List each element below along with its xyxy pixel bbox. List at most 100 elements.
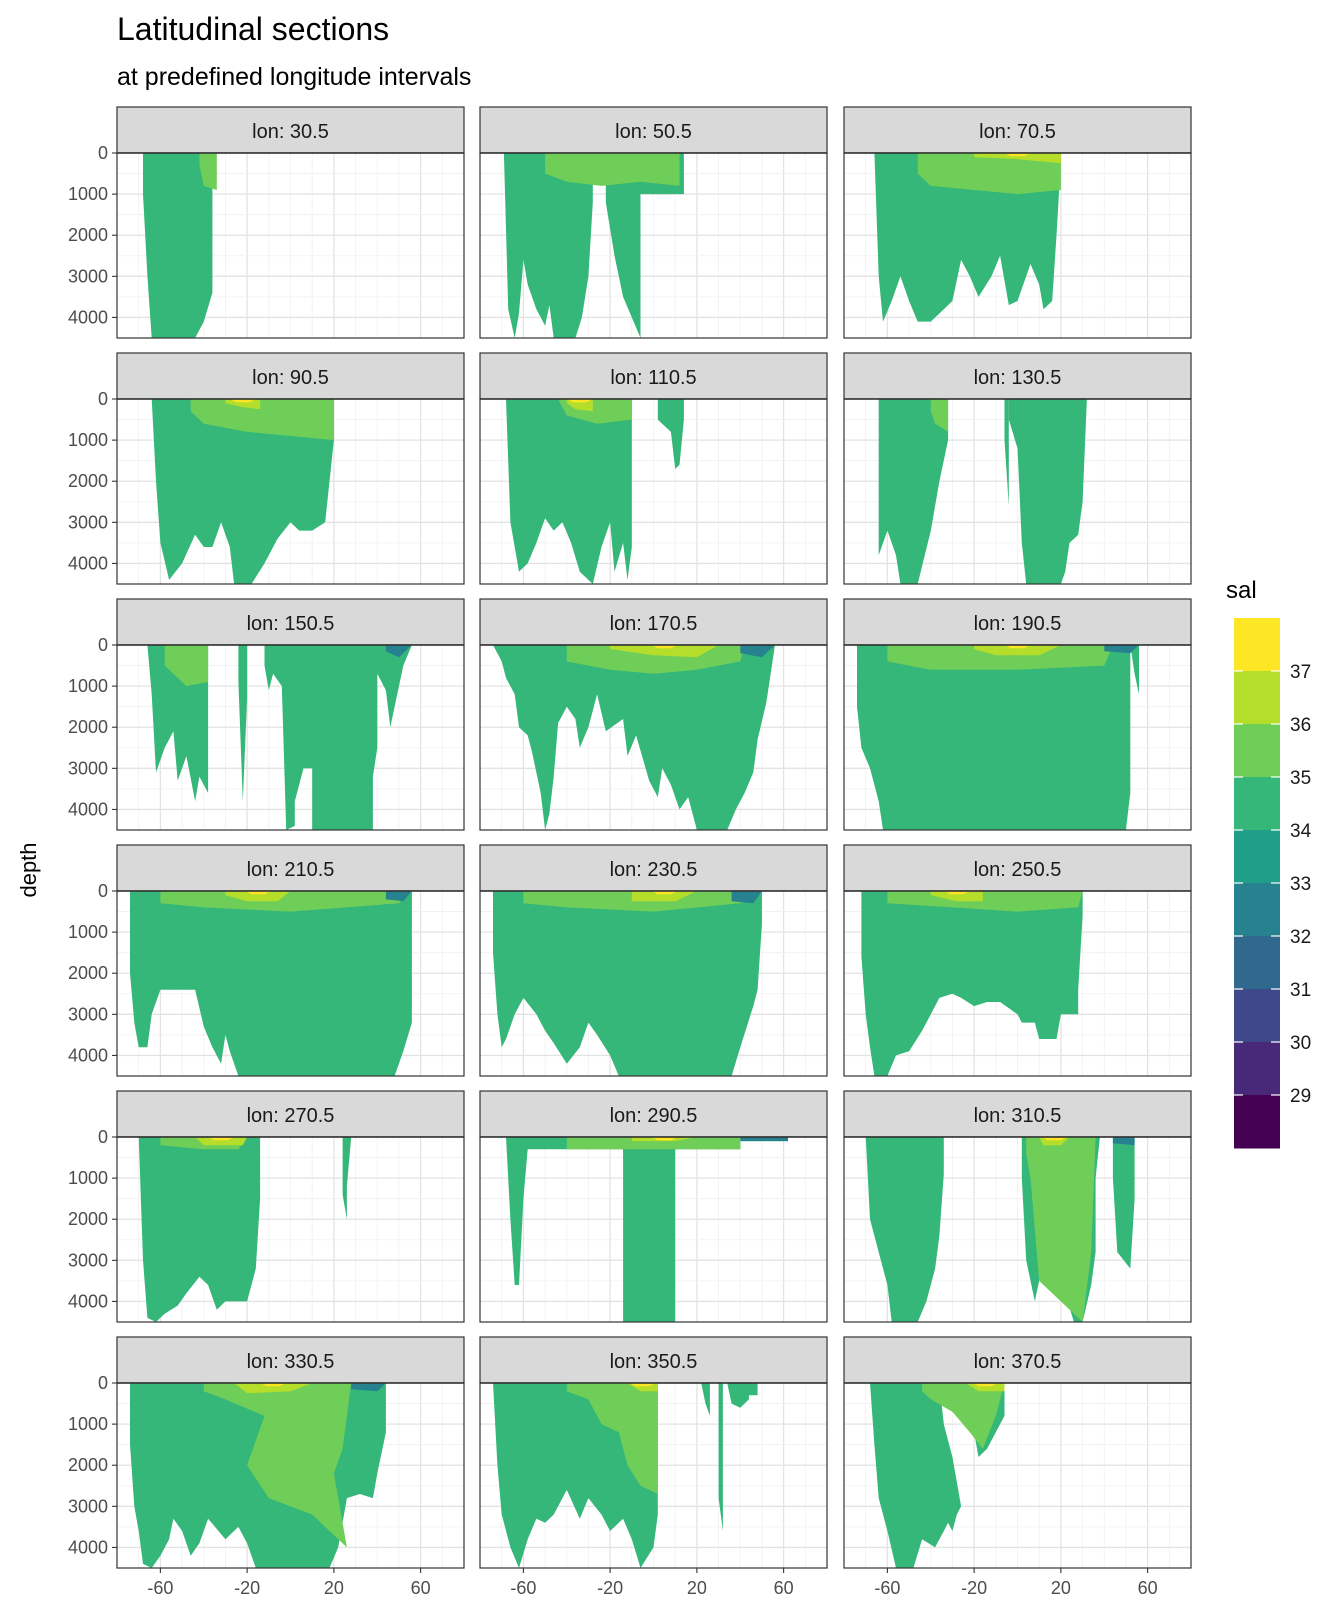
section-fill [857,645,1139,830]
facet-strip [479,1090,828,1138]
y-tick-label: 3000 [68,512,108,532]
facet-panel: lon: 90.5 0 1000 2000 3000 4000 [68,352,465,585]
legend-label: 30 [1290,1033,1311,1054]
panel-border [116,890,465,1077]
salinity-region [605,153,641,338]
facet-strip [116,1090,465,1138]
legend-title: sal [1226,577,1257,604]
legend-color-step [1234,1042,1280,1096]
facet-strip [479,598,828,646]
section-fill [143,153,217,338]
salinity-region [1112,1137,1135,1146]
facet-strip [116,106,465,154]
y-tick-label: 1000 [68,676,108,696]
facet-panel: lon: 70.5 [843,106,1192,339]
legend-color-step [1234,618,1280,672]
salinity-region [225,399,261,410]
facet-panel: lon: 190.5 [843,598,1192,831]
salinity-region [190,399,334,441]
salinity-region [974,645,1061,656]
legend-color-step [1234,989,1280,1043]
salinity-region [878,399,949,584]
facet-strip-label: lon: 50.5 [615,121,692,143]
y-tick-label: 1000 [68,184,108,204]
salinity-region [566,1383,658,1494]
salinity-region [493,891,762,1076]
section-fill [865,1137,1135,1322]
panel-border [116,644,465,831]
legend-color-step [1234,724,1280,778]
section-fill [861,891,1083,1076]
facet-panel: lon: 290.5 [479,1090,828,1323]
salinity-region [545,153,680,186]
y-tick-label: 0 [98,1373,108,1393]
facet-panel: lon: 350.5 -60 -20 20 60 [479,1336,828,1598]
y-tick-label: 3000 [68,266,108,286]
section-fill [493,891,762,1076]
salinity-region [972,1383,998,1387]
salinity-region [623,1137,741,1322]
salinity-region [718,1383,723,1531]
section-fill [493,645,775,830]
salinity-region [1112,1137,1135,1269]
facet-strip [116,844,465,892]
salinity-region [1041,1137,1068,1141]
panel-border [843,890,1192,1077]
facet-strip-label: lon: 150.5 [247,613,335,635]
section-fill [878,399,1087,584]
legend-label: 37 [1290,662,1311,683]
salinity-region [1004,399,1009,506]
x-tick-label: 20 [687,1578,707,1598]
panel-border [843,152,1192,339]
panel-border [479,398,828,585]
facet-panel: lon: 110.5 [479,352,828,585]
x-tick-label: 60 [774,1578,794,1598]
salinity-region [199,153,217,190]
y-tick-label: 0 [98,635,108,655]
salinity-region [225,891,291,902]
y-tick-label: 2000 [68,1209,108,1229]
facet-strip [479,106,828,154]
y-tick-label: 1000 [68,430,108,450]
facet-strip-label: lon: 330.5 [247,1351,335,1373]
facet-strip [843,352,1192,400]
y-tick-label: 3000 [68,1496,108,1516]
salinity-region [238,645,248,802]
salinity-region [631,891,697,902]
y-tick-label: 4000 [68,1291,108,1311]
facet-panel: lon: 230.5 [479,844,828,1077]
salinity-region [342,1137,352,1220]
facet-panel: lon: 370.5 -60 -20 20 60 [843,1336,1192,1598]
facet-strip [479,352,828,400]
section-fill [506,1137,788,1322]
section-fill [493,1383,758,1568]
y-tick-label: 2000 [68,1455,108,1475]
salinity-region [870,1383,962,1568]
salinity-region [874,153,1061,322]
panel-border [116,398,465,585]
x-tick-label: -20 [597,1578,623,1598]
salinity-region [264,645,412,830]
facet-strip-label: lon: 290.5 [610,1105,698,1127]
panel-border [116,1136,465,1323]
legend-label: 32 [1290,927,1311,948]
salinity-region [922,1383,1005,1449]
facet-strip [843,1090,1192,1138]
x-tick-label: 20 [324,1578,344,1598]
salinity-region [744,1383,758,1396]
y-tick-label: 2000 [68,225,108,245]
facet-panel: lon: 170.5 [479,598,828,831]
facet-strip-label: lon: 130.5 [974,367,1062,389]
salinity-region [234,1383,313,1394]
panel-border [843,644,1192,831]
salinity-region [385,891,412,902]
y-tick-label: 1000 [68,922,108,942]
y-tick-label: 1000 [68,1168,108,1188]
legend-label: 33 [1290,874,1311,895]
panel-border [479,890,828,1077]
salinity-region [208,1137,235,1141]
salinity-region [506,1137,632,1285]
salinity-region [493,645,775,830]
x-tick-label: -60 [874,1578,900,1598]
